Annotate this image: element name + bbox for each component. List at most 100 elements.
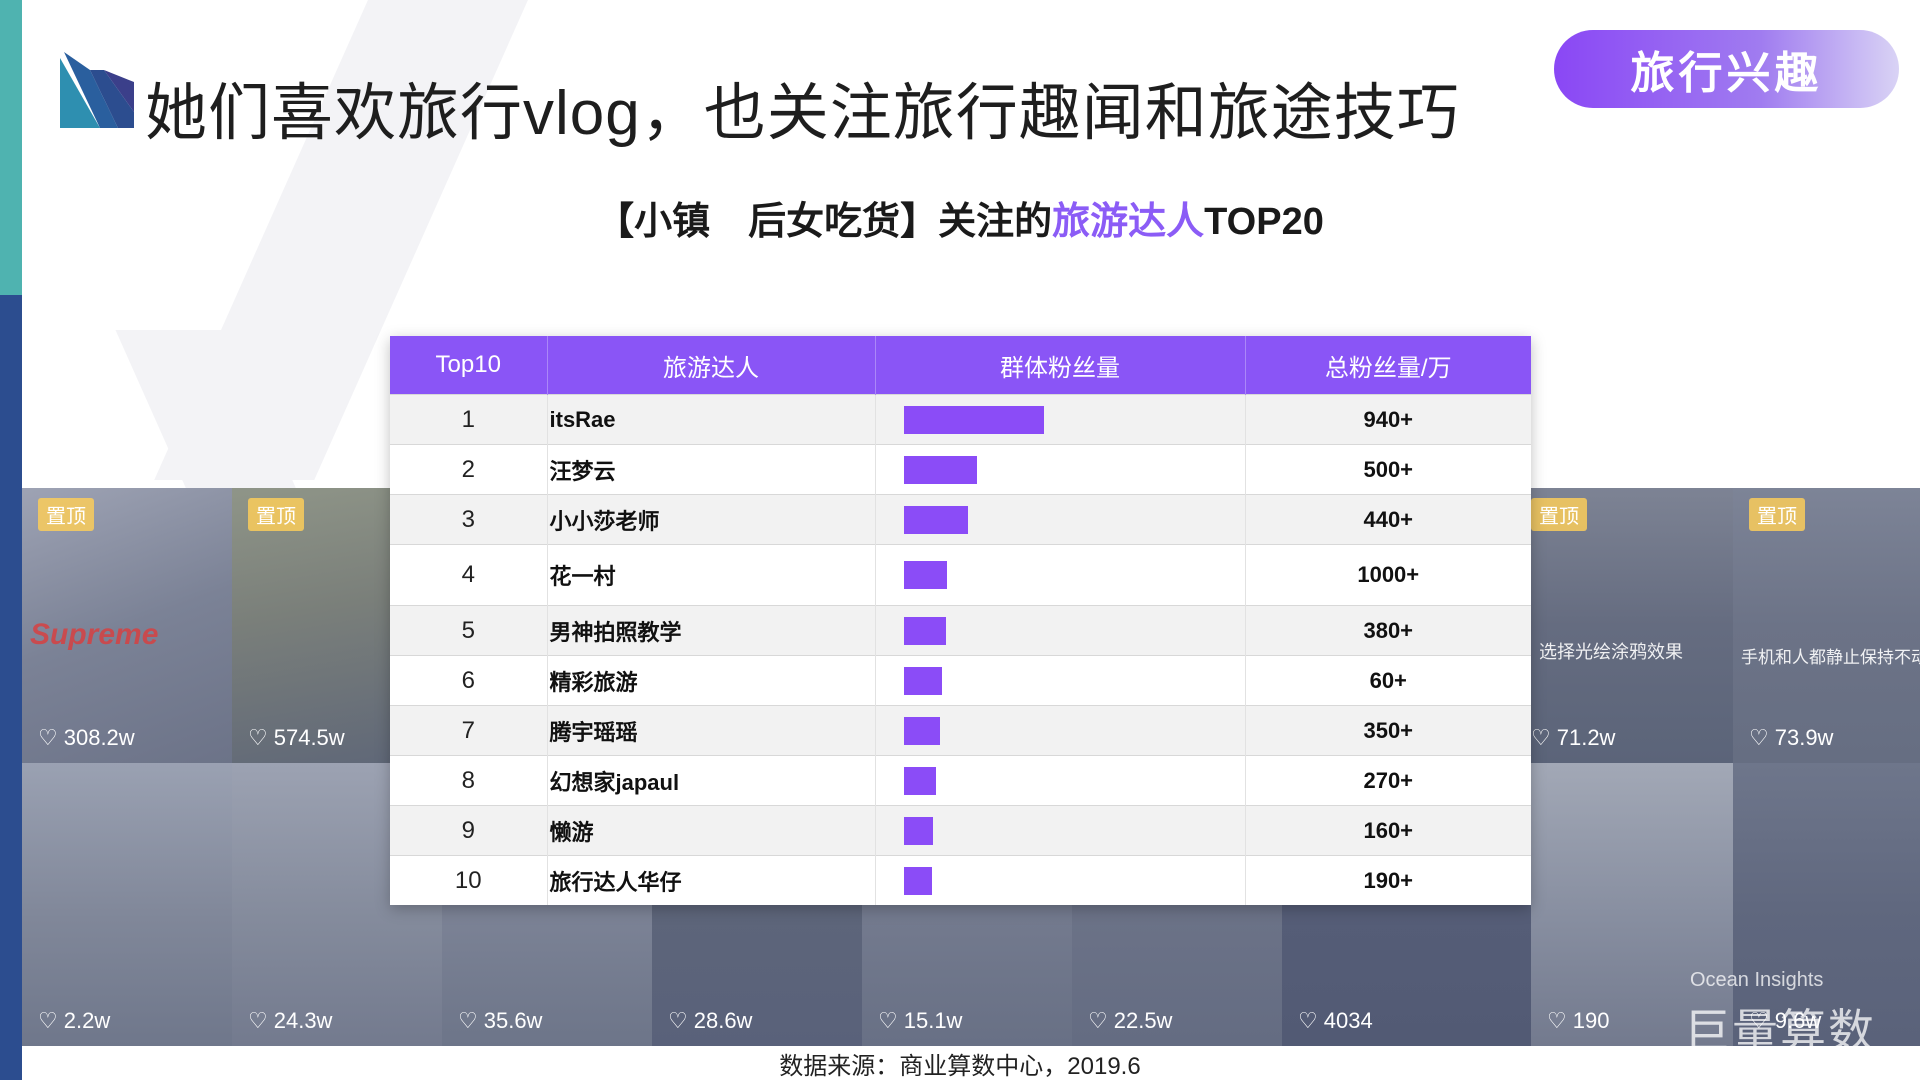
video-thumbnail: 置顶 手机和人都静止保持不动 ♡ 73.9w — [1733, 488, 1920, 763]
rank-cell: 3 — [390, 494, 548, 545]
total-fans-cell: 500+ — [1245, 444, 1531, 495]
influencer-name-cell: 懒游 — [547, 805, 876, 856]
rank-cell: 5 — [390, 605, 548, 656]
heart-icon: ♡ — [38, 1008, 58, 1033]
rank-cell: 10 — [390, 855, 548, 905]
rank-cell: 8 — [390, 755, 548, 806]
heart-icon: ♡ — [1088, 1008, 1108, 1033]
video-thumbnail: 置顶 ♡ 574.5w — [232, 488, 392, 763]
left-accent-bar-teal — [0, 0, 22, 295]
like-count: ♡ 73.9w — [1749, 725, 1834, 750]
influencer-name-cell: 精彩旅游 — [547, 655, 876, 706]
column-header-group-fans: 群体粉丝量 — [875, 336, 1246, 395]
heart-icon: ♡ — [1749, 1008, 1769, 1033]
heart-icon: ♡ — [248, 1008, 268, 1033]
rank-cell: 4 — [390, 544, 548, 606]
group-fans-bar — [903, 766, 936, 795]
group-fans-bar — [903, 666, 942, 695]
total-fans-cell: 1000+ — [1245, 544, 1531, 606]
brand-watermark: Ocean Insights 巨量算数 — [1600, 955, 1900, 1057]
video-thumbnail: 置顶 Supreme ♡ 308.2w — [22, 488, 234, 763]
table-row: 8 幻想家japaul 270+ — [390, 755, 1531, 806]
group-fans-bar — [903, 505, 968, 534]
like-count: ♡ 4034 — [1298, 1008, 1373, 1033]
table-row: 7 腾宇瑶瑶 350+ — [390, 705, 1531, 756]
table-row: 3 小小莎老师 440+ — [390, 494, 1531, 545]
group-fans-cell — [875, 755, 1246, 806]
pinned-badge: 置顶 — [38, 498, 94, 531]
like-count: ♡ 574.5w — [248, 725, 345, 750]
heart-icon: ♡ — [1547, 1008, 1567, 1033]
total-fans-cell: 440+ — [1245, 494, 1531, 545]
pinned-badge: 置顶 — [248, 498, 304, 531]
influencer-name-cell: 腾宇瑶瑶 — [547, 705, 876, 756]
group-fans-cell — [875, 494, 1246, 545]
data-source-note: 数据来源：商业算数中心，2019.6 — [779, 1053, 1141, 1080]
influencer-name-cell: 汪梦云 — [547, 444, 876, 495]
group-fans-cell — [875, 805, 1246, 856]
table-row: 5 男神拍照教学 380+ — [390, 605, 1531, 656]
rank-cell: 2 — [390, 444, 548, 495]
pinned-badge: 置顶 — [1531, 498, 1587, 531]
influencer-name-cell: 花一村 — [547, 544, 876, 606]
group-fans-bar — [903, 866, 932, 895]
like-count: ♡ 190 — [1547, 1008, 1610, 1033]
table-row: 6 精彩旅游 60+ — [390, 655, 1531, 706]
video-thumbnail: ♡ 190 — [1531, 763, 1735, 1046]
like-count: ♡ 28.6w — [668, 1008, 753, 1033]
like-count: ♡ 308.2w — [38, 725, 135, 750]
column-header-name: 旅游达人 — [547, 336, 876, 395]
like-count: ♡ 24.3w — [248, 1008, 333, 1033]
heart-icon: ♡ — [668, 1008, 688, 1033]
left-accent-bar-navy — [0, 295, 22, 1080]
thumbnail-caption: Supreme — [30, 618, 159, 651]
group-fans-bar — [903, 455, 977, 484]
total-fans-cell: 940+ — [1245, 394, 1531, 445]
video-thumbnail: 置顶 选择光绘涂鸦效果 ♡ 71.2w — [1531, 488, 1735, 763]
section-badge: 旅行兴趣 — [1554, 30, 1899, 108]
group-fans-cell — [875, 605, 1246, 656]
video-thumbnail: ♡ 9.6w — [1733, 763, 1920, 1046]
table-row: 1 itsRae 940+ — [390, 394, 1531, 445]
group-fans-bar — [903, 716, 940, 745]
thumbnail-caption: 手机和人都静止保持不动 — [1741, 648, 1920, 667]
company-logo-icon — [60, 52, 134, 128]
table-row: 10 旅行达人华仔 190+ — [390, 855, 1531, 905]
column-header-rank: Top10 — [390, 336, 548, 395]
group-fans-bar — [903, 561, 947, 589]
influencer-name-cell: 幻想家japaul — [547, 755, 876, 806]
table-row: 2 汪梦云 500+ — [390, 444, 1531, 495]
table-title-highlight: 旅游达人 — [1052, 201, 1205, 243]
group-fans-cell — [875, 394, 1246, 445]
heart-icon: ♡ — [1298, 1008, 1318, 1033]
heart-icon: ♡ — [248, 725, 268, 750]
like-count: ♡ 9.6w — [1749, 1008, 1822, 1033]
group-fans-bar — [903, 616, 946, 645]
total-fans-cell: 190+ — [1245, 855, 1531, 905]
heart-icon: ♡ — [1531, 725, 1551, 750]
rank-cell: 7 — [390, 705, 548, 756]
group-fans-cell — [875, 655, 1246, 706]
heart-icon: ♡ — [1749, 725, 1769, 750]
influencer-name-cell: 小小莎老师 — [547, 494, 876, 545]
watermark-english: Ocean Insights — [1690, 969, 1824, 991]
heart-icon: ♡ — [38, 725, 58, 750]
like-count: ♡ 35.6w — [458, 1008, 543, 1033]
group-fans-bar — [903, 816, 933, 845]
influencer-name-cell: itsRae — [547, 394, 876, 445]
table-title: 【小镇 后女吃货】关注的旅游达人TOP20 — [0, 190, 1920, 245]
total-fans-cell: 380+ — [1245, 605, 1531, 656]
like-count: ♡ 22.5w — [1088, 1008, 1173, 1033]
table-title-suffix: TOP20 — [1204, 201, 1324, 243]
table-body: 1 itsRae 940+ 2 汪梦云 500+ 3 小小莎老师 440+ 4 花一村 1000+ 5 男… — [390, 394, 1531, 905]
rank-cell: 9 — [390, 805, 548, 856]
total-fans-cell: 160+ — [1245, 805, 1531, 856]
rank-cell: 6 — [390, 655, 548, 706]
group-fans-cell — [875, 855, 1246, 905]
pinned-badge: 置顶 — [1749, 498, 1805, 531]
table-row: 9 懒游 160+ — [390, 805, 1531, 856]
rank-cell: 1 — [390, 394, 548, 445]
total-fans-cell: 270+ — [1245, 755, 1531, 806]
total-fans-cell: 60+ — [1245, 655, 1531, 706]
column-header-total-fans: 总粉丝量/万 — [1245, 336, 1531, 395]
